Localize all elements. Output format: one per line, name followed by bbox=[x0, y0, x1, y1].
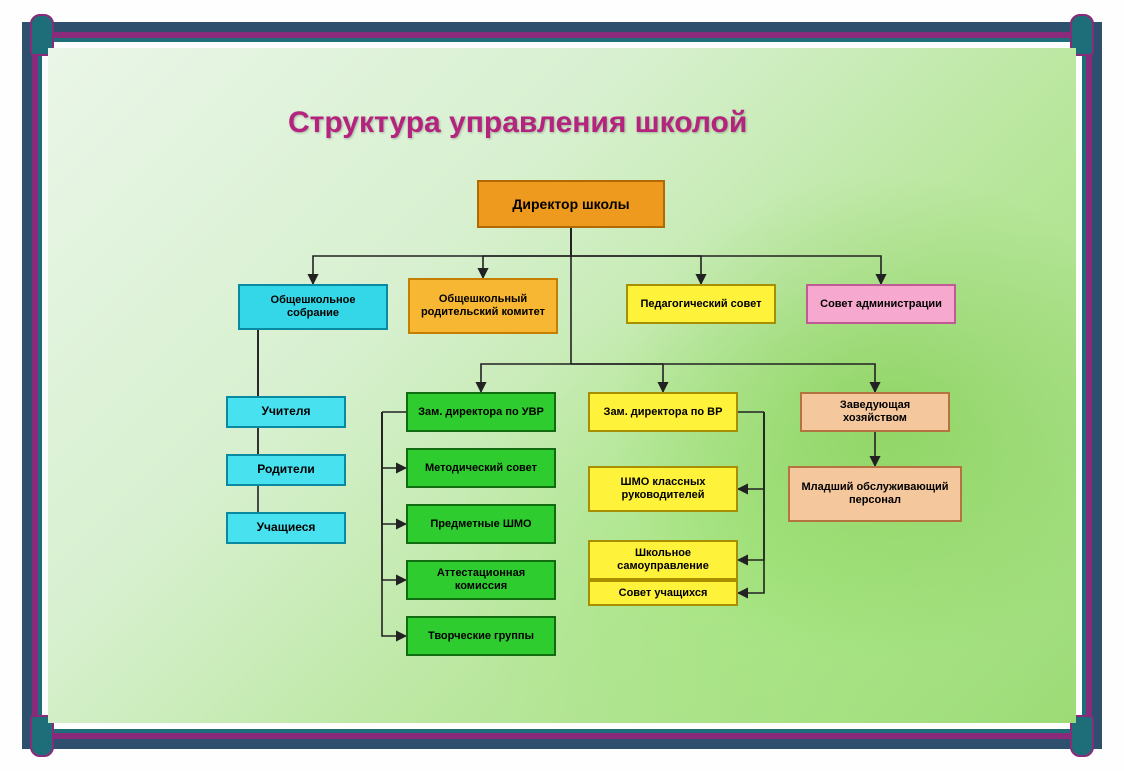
node-metod: Методический совет bbox=[406, 448, 556, 488]
node-label: Совет учащихся bbox=[619, 587, 708, 600]
node-attest: Аттестационная комиссия bbox=[406, 560, 556, 600]
node-label: Родители bbox=[257, 463, 314, 477]
node-creative: Творческие группы bbox=[406, 616, 556, 656]
edge-assembly-students bbox=[226, 330, 258, 528]
node-label: Младший обслуживающий персонал bbox=[796, 481, 954, 506]
edge-zam_vr-shmo_klass bbox=[738, 412, 764, 489]
node-label: Общешкольный родительский комитет bbox=[416, 293, 550, 318]
node-label: Зам. директора по УВР bbox=[418, 406, 544, 419]
edge-zam_vr-samoupr bbox=[738, 412, 764, 560]
node-label: Заведующая хозяйством bbox=[808, 399, 942, 424]
node-sov_uch: Совет учащихся bbox=[588, 580, 738, 606]
page-root: Структура управления школой Директор шко… bbox=[0, 0, 1124, 771]
node-label: Методический совет bbox=[425, 462, 537, 475]
node-label: Предметные ШМО bbox=[430, 518, 531, 531]
node-zav_hoz: Заведующая хозяйством bbox=[800, 392, 950, 432]
edge-director-parents_c bbox=[483, 228, 571, 278]
edge-zam_vr-sov_uch bbox=[738, 412, 764, 593]
edge-bus-zav_hoz bbox=[571, 364, 875, 392]
edge-director-admin_sov bbox=[571, 228, 881, 284]
node-ped_sovet: Педагогический совет bbox=[626, 284, 776, 324]
node-samoupr: Школьное самоуправление bbox=[588, 540, 738, 580]
node-label: Школьное самоуправление bbox=[596, 547, 730, 572]
node-shmo_pred: Предметные ШМО bbox=[406, 504, 556, 544]
node-label: Творческие группы bbox=[428, 630, 534, 643]
node-director: Директор школы bbox=[477, 180, 665, 228]
node-junior: Младший обслуживающий персонал bbox=[788, 466, 962, 522]
node-teachers: Учителя bbox=[226, 396, 346, 428]
node-label: Совет администрации bbox=[820, 298, 942, 311]
node-assembly: Общешкольное собрание bbox=[238, 284, 388, 330]
node-label: Зам. директора по ВР bbox=[604, 406, 723, 419]
diagram-canvas: Структура управления школой Директор шко… bbox=[48, 48, 1076, 723]
node-label: Педагогический совет bbox=[641, 298, 762, 311]
node-admin_sov: Совет администрации bbox=[806, 284, 956, 324]
node-parents: Родители bbox=[226, 454, 346, 486]
node-label: Учителя bbox=[262, 405, 311, 419]
node-zam_vr: Зам. директора по ВР bbox=[588, 392, 738, 432]
edge-zam_uvr-attest bbox=[382, 412, 406, 580]
node-label: Общешкольное собрание bbox=[246, 294, 380, 319]
node-label: ШМО классных руководителей bbox=[596, 476, 730, 501]
node-parents_c: Общешкольный родительский комитет bbox=[408, 278, 558, 334]
node-label: Аттестационная комиссия bbox=[414, 567, 548, 592]
edge-bus-zam_uvr bbox=[481, 364, 571, 392]
node-students: Учащиеся bbox=[226, 512, 346, 544]
edge-bus-zam_vr bbox=[571, 364, 663, 392]
node-zam_uvr: Зам. директора по УВР bbox=[406, 392, 556, 432]
edge-zam_uvr-metod bbox=[382, 412, 406, 468]
connector-layer bbox=[48, 48, 1076, 723]
node-label: Учащиеся bbox=[257, 521, 316, 535]
node-shmo_klass: ШМО классных руководителей bbox=[588, 466, 738, 512]
node-label: Директор школы bbox=[512, 196, 629, 212]
